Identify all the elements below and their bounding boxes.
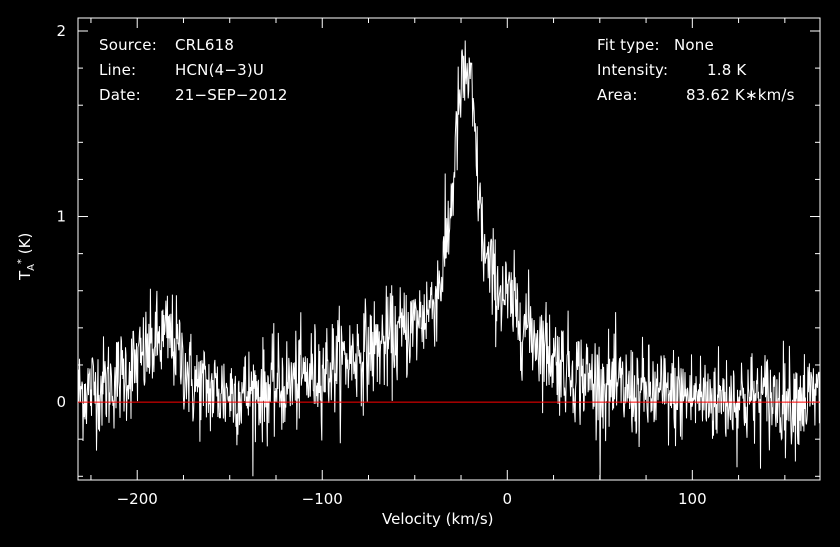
y-tick-label: 0 [56,393,66,411]
fit-type-value: None [674,36,714,54]
plot-frame [77,17,821,481]
y-axis-label-unit: (K) [16,232,34,255]
y-tick-label: 1 [56,208,66,226]
x-tick-label: −200 [117,490,158,508]
date-label: Date: [99,86,141,104]
fit-type-label: Fit type: [597,36,660,54]
x-tick-label: 100 [678,490,707,508]
date-value: 21−SEP−2012 [175,86,288,104]
x-tick-label: 0 [503,490,513,508]
source-value: CRL618 [175,36,235,54]
line-value: HCN(4−3)U [175,61,265,79]
intensity-label: Intensity: [597,61,669,79]
y-axis-label-main: T [16,270,34,280]
spectrum-line [77,40,821,481]
x-tick-label: −100 [302,490,343,508]
area-value: 83.62 K∗km/s [686,86,795,104]
x-axis-label: Velocity (km/s) [382,510,494,528]
intensity-value: 1.8 K [707,61,747,79]
y-axis-label: TA* (K) [16,233,37,280]
y-axis-label-sup: * [16,258,27,264]
area-label: Area: [597,86,638,104]
y-axis-label-sub: A [26,263,37,271]
y-tick-label: 2 [56,22,66,40]
tick-labels: −200 −100 0 100 0 1 2 [56,22,706,508]
line-label: Line: [99,61,137,79]
source-label: Source: [99,36,157,54]
